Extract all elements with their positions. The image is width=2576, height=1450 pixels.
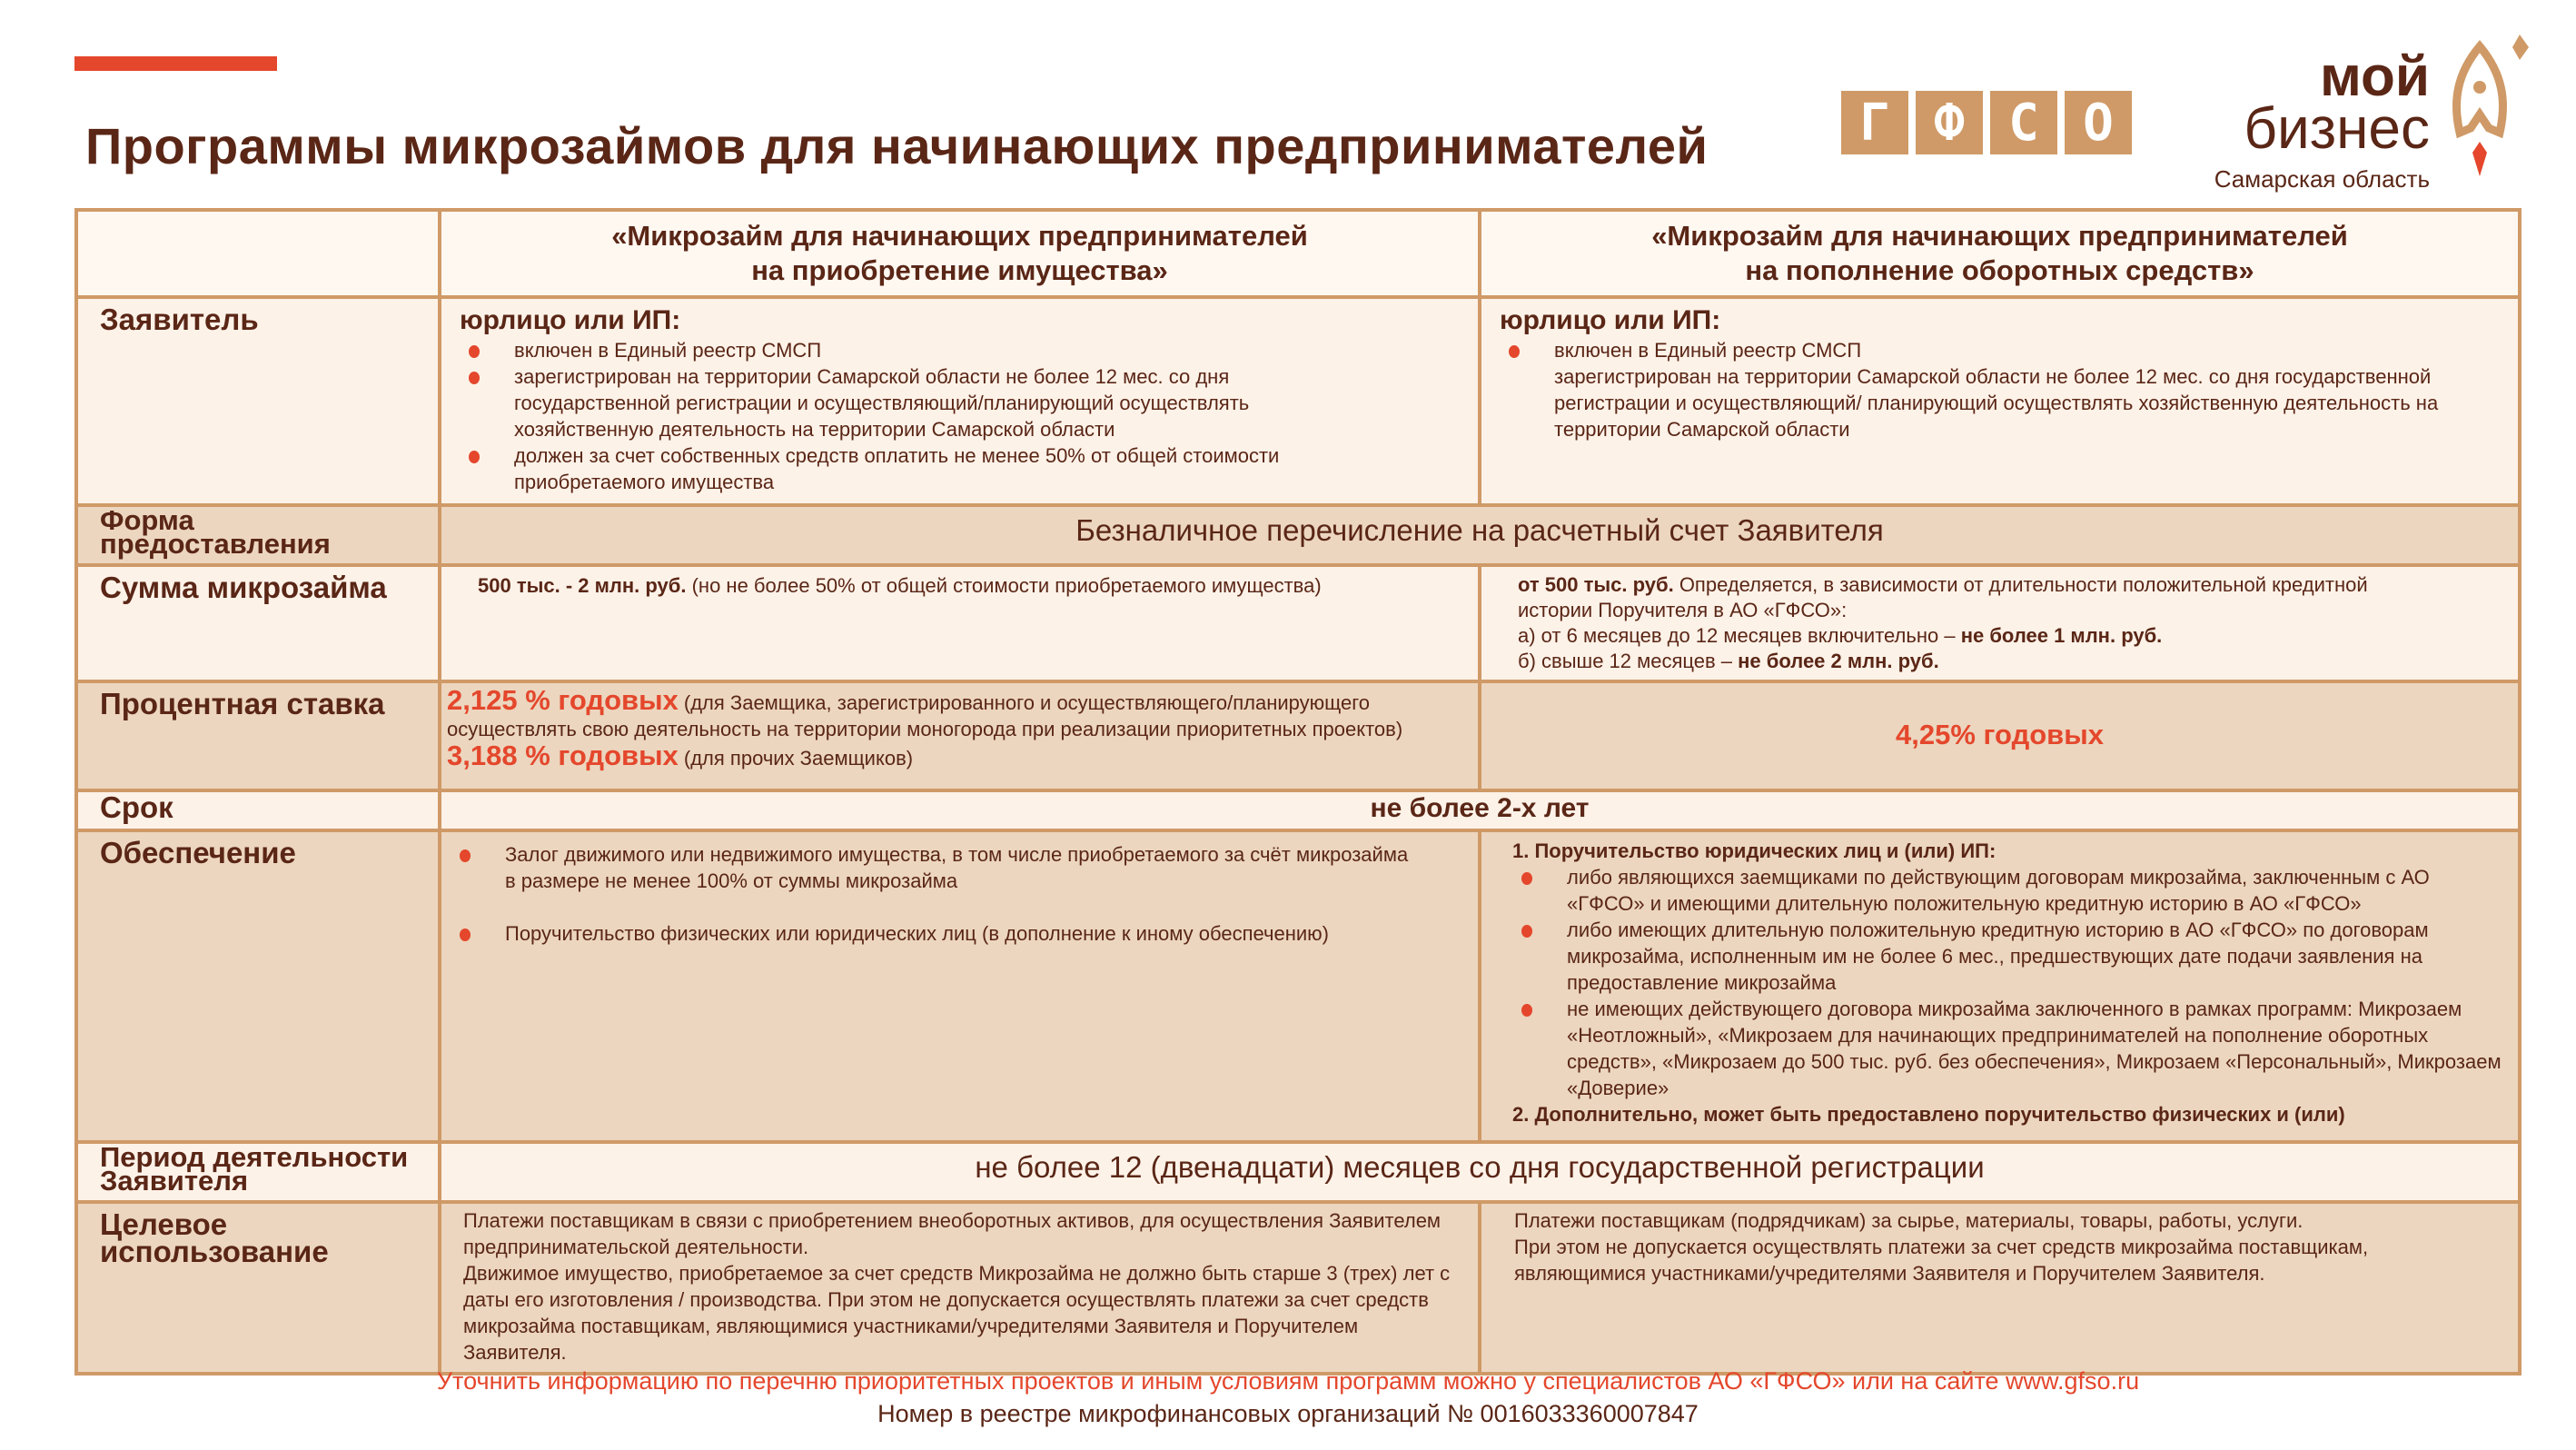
logo-letter: Г <box>1841 91 1908 154</box>
logo-letter: С <box>1990 91 2057 154</box>
applicant-list: включен в Единый реестр СМСП зарегистрир… <box>460 337 1333 495</box>
page-title: Программы микрозаймов для начинающих пре… <box>85 117 1709 174</box>
rate-other: 3,188 % годовых <box>447 740 679 771</box>
footer-note: Уточнить информацию по перечню приоритет… <box>436 1367 2140 1395</box>
rate-note: (для Заемщика, зарегистрированного и осу… <box>447 691 1403 740</box>
amount-option-a-limit: не более 1 млн. руб. <box>1960 624 2163 647</box>
amount-min: от 500 тыс. руб. <box>1518 573 1674 596</box>
logo-letter: О <box>2065 91 2132 154</box>
period-value: не более 12 (двенадцати) месяцев со дня … <box>438 1140 2522 1204</box>
gfso-logo: Г Ф С О <box>1841 91 2132 154</box>
row-label-rate: Процентная ставка <box>74 680 441 792</box>
rate-monotown: 2,125 % годовых <box>447 684 679 716</box>
list-item: либо имеющих длительную положительную кр… <box>1521 917 2505 996</box>
list-item: не имеющих действующего договора микроза… <box>1521 996 2505 1101</box>
row-label-period: Период деятельности Заявителя <box>74 1140 441 1204</box>
purpose-cell-2: Платежи поставщикам (подрядчикам) за сыр… <box>1478 1200 2522 1376</box>
logo-region: Самарская область <box>2214 165 2430 193</box>
amount-cell-2: от 500 тыс. руб. Определяется, в зависим… <box>1478 563 2522 683</box>
accent-bar <box>74 56 277 71</box>
amount-option-b-limit: не более 2 млн. руб. <box>1738 650 1939 672</box>
row-label-security: Обеспечение <box>74 829 441 1144</box>
logo-biznes: бизнес <box>2244 95 2430 161</box>
corner-cell <box>74 208 441 299</box>
moi-biznes-logo: мой бизнес Самарская область <box>2207 45 2430 194</box>
row-label-applicant: Заявитель <box>74 295 441 507</box>
applicant-list: включен в Единый реестр СМСП <box>1500 337 2482 363</box>
list-item: включен в Единый реестр СМСП <box>469 337 1333 363</box>
purpose-cell-1: Платежи поставщикам в связи с приобретен… <box>438 1200 1481 1376</box>
list-item: Поручительство физических или юридически… <box>460 920 1423 947</box>
row-label-purpose: Целевое использование <box>74 1200 441 1376</box>
logo-letter: Ф <box>1916 91 1983 154</box>
amount-cell-1: 500 тыс. - 2 млн. руб. (но не более 50% … <box>438 563 1481 683</box>
list-item: должен за счет собственных средств оплат… <box>469 442 1333 495</box>
list-item: Залог движимого или недвижимого имуществ… <box>460 841 1423 894</box>
amount-option-b: б) свыше 12 месяцев – <box>1518 650 1739 672</box>
column-header-property: «Микрозайм для начинающих предпринимател… <box>438 208 1481 299</box>
applicant-heading: юрлицо или ИП: <box>460 305 681 335</box>
amount-range: 500 тыс. - 2 млн. руб. <box>478 574 687 597</box>
purpose-text: При этом не допускается осуществлять пла… <box>1514 1236 2369 1285</box>
applicant-text: зарегистрирован на территории Самарской … <box>1554 365 2439 441</box>
amount-option-a: а) от 6 месяцев до 12 месяцев включитель… <box>1518 624 1961 647</box>
applicant-heading: юрлицо или ИП: <box>1500 305 1721 335</box>
rate-cell-1: 2,125 % годовых (для Заемщика, зарегистр… <box>438 680 1481 792</box>
rate-value: 4,25% годовых <box>1896 719 2104 750</box>
purpose-text: Платежи поставщикам (подрядчикам) за сыр… <box>1514 1209 2304 1232</box>
list-item: включен в Единый реестр СМСП <box>1509 337 2482 363</box>
logo-moi: мой <box>2319 45 2430 108</box>
amount-note: (но не более 50% от общей стоимости прио… <box>686 574 1322 597</box>
row-label-term: Срок <box>74 789 441 832</box>
security-list: Залог движимого или недвижимого имуществ… <box>451 841 1423 947</box>
form-value: Безналичное перечисление на расчетный сч… <box>438 503 2522 567</box>
security-cell-2: 1. Поручительство юридических лиц и (или… <box>1478 829 2522 1144</box>
security-cell-1: Залог движимого или недвижимого имуществ… <box>438 829 1481 1144</box>
purpose-text: Движимое имущество, приобретаемое за сче… <box>463 1262 1451 1364</box>
security-additional: 2. Дополнительно, может быть предоставле… <box>1512 1103 2345 1126</box>
purpose-text: Платежи поставщикам в связи с приобретен… <box>463 1209 1442 1258</box>
programs-table: «Микрозайм для начинающих предпринимател… <box>74 208 2522 1376</box>
row-label-amount: Сумма микрозайма <box>74 563 441 683</box>
row-label-form: Форма предоставления <box>74 503 441 567</box>
column-header-working-capital: «Микрозайм для начинающих предпринимател… <box>1478 208 2522 299</box>
rate-note: (для прочих Заемщиков) <box>678 747 914 770</box>
term-value: не более 2-х лет <box>438 789 2522 832</box>
rate-cell-2: 4,25% годовых <box>1478 680 2522 792</box>
rocket-icon <box>2452 35 2529 176</box>
security-list: либо являющихся заемщиками по действующи… <box>1512 864 2505 1101</box>
applicant-cell-2: юрлицо или ИП: включен в Единый реестр С… <box>1478 295 2522 507</box>
footer-registry: Номер в реестре микрофинансовых организа… <box>877 1400 1699 1427</box>
list-item: либо являющихся заемщиками по действующи… <box>1521 864 2505 917</box>
applicant-cell-1: юрлицо или ИП: включен в Единый реестр С… <box>438 295 1481 507</box>
security-heading: 1. Поручительство юридических лиц и (или… <box>1512 839 1996 862</box>
amount-note: Определяется, в зависимости от длительно… <box>1518 573 2368 621</box>
list-item: зарегистрирован на территории Самарской … <box>469 363 1333 442</box>
